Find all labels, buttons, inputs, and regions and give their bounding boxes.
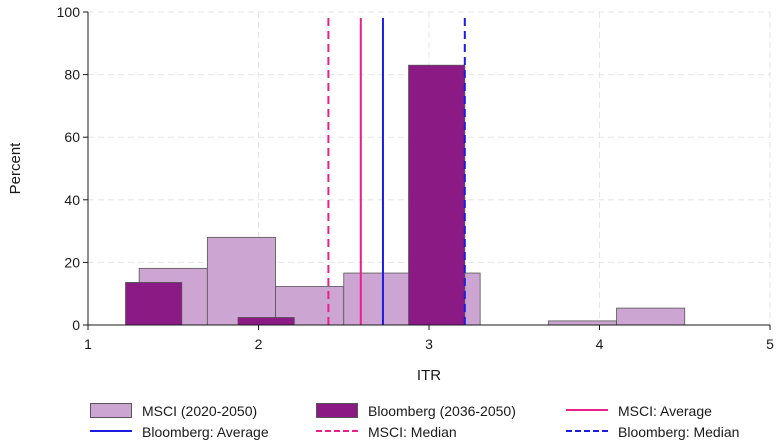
bar-bloomberg — [237, 317, 295, 326]
legend-item: Bloomberg: Median — [566, 423, 760, 440]
x-tick-label: 4 — [596, 336, 604, 352]
y-tick-label: 100 — [57, 4, 81, 20]
legend-label: MSCI: Average — [618, 402, 712, 419]
legend-key — [566, 403, 608, 418]
legend-key — [90, 424, 132, 439]
y-tick-label: 60 — [64, 129, 80, 145]
legend-label: Bloomberg: Average — [142, 423, 269, 440]
legend-label: Bloomberg: Median — [618, 423, 740, 440]
bar-msci — [206, 236, 276, 326]
bar-bloomberg — [408, 64, 466, 326]
legend-item: Bloomberg: Average — [90, 423, 316, 440]
x-axis-title: ITR — [417, 367, 441, 384]
bar-msci — [343, 272, 413, 326]
legend-label: MSCI: Median — [368, 423, 457, 440]
legend-key — [316, 403, 358, 418]
legend-label: MSCI (2020-2050) — [142, 402, 258, 419]
legend-key — [90, 403, 132, 418]
legend-item: MSCI: Median — [316, 423, 566, 440]
x-tick-label: 1 — [84, 336, 92, 352]
legend-item: Bloomberg (2036-2050) — [316, 402, 566, 419]
legend-item: MSCI: Average — [566, 402, 760, 419]
legend-label: Bloomberg (2036-2050) — [368, 402, 516, 419]
y-tick-label: 80 — [64, 67, 80, 83]
x-tick-label: 3 — [425, 336, 433, 352]
bar-bloomberg — [125, 282, 183, 326]
bar-msci — [616, 307, 686, 326]
y-axis-title: Percent — [7, 142, 24, 195]
legend-key — [316, 424, 358, 439]
y-tick-label: 40 — [64, 192, 80, 208]
chart-legend: MSCI (2020-2050) Bloomberg (2036-2050) MSC… — [90, 402, 760, 440]
x-tick-label: 5 — [766, 336, 774, 352]
y-tick-label: 0 — [72, 317, 80, 333]
legend-item: MSCI (2020-2050) — [90, 402, 316, 419]
legend-key — [566, 424, 608, 439]
x-tick-label: 2 — [255, 336, 263, 352]
bar-msci — [547, 320, 617, 326]
y-tick-label: 20 — [64, 254, 80, 270]
